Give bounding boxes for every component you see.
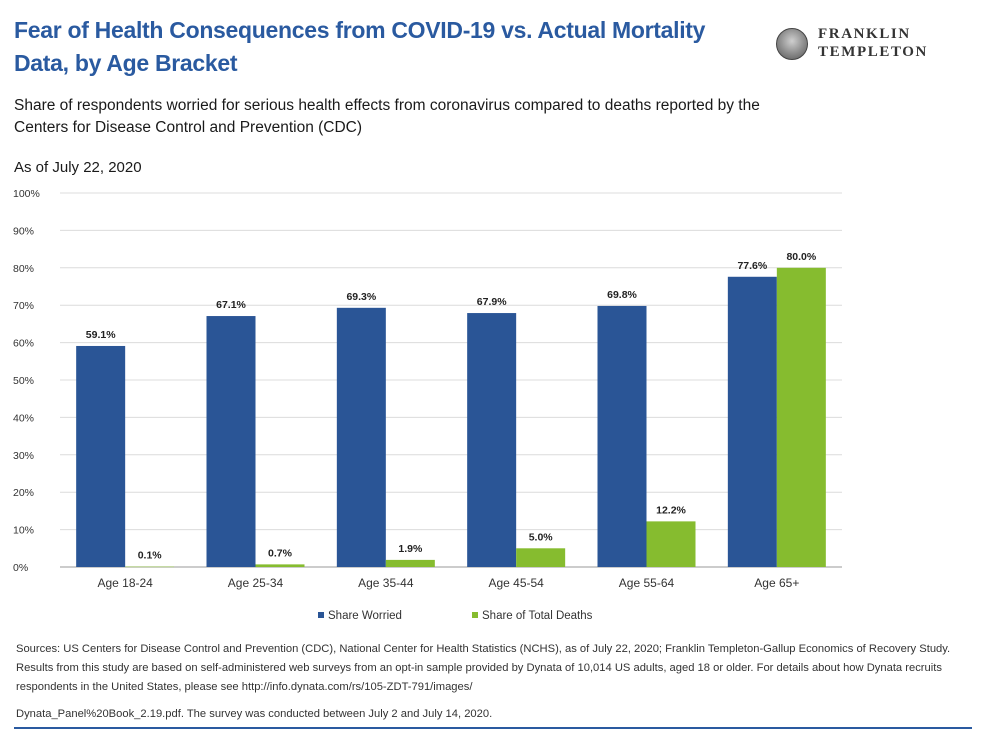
x-tick-label: Age 18-24 (97, 576, 153, 590)
data-label: 0.1% (138, 550, 163, 562)
data-label: 67.9% (477, 296, 507, 308)
bar-share-worried (76, 345, 126, 567)
y-tick-label: 100% (13, 188, 40, 200)
legend-label-share-of-total-deaths: Share of Total Deaths (482, 610, 593, 622)
data-label: 77.6% (737, 260, 767, 272)
data-label: 69.3% (346, 291, 376, 303)
y-tick-label: 50% (13, 375, 34, 387)
y-tick-label: 80% (13, 263, 34, 275)
data-label: 67.1% (216, 299, 246, 311)
legend-swatch-share-of-total-deaths (472, 611, 478, 618)
bar-share-of-total-deaths (516, 548, 566, 567)
data-label: 59.1% (86, 329, 116, 341)
data-label: 69.8% (607, 289, 637, 301)
bar-share-worried (467, 313, 517, 567)
logo-text-line2: TEMPLETON (818, 44, 928, 60)
data-label: 1.9% (398, 543, 423, 555)
x-tick-label: Age 45-54 (488, 576, 544, 590)
bar-share-of-total-deaths (646, 521, 696, 567)
bar-share-of-total-deaths (385, 559, 435, 567)
bar-share-of-total-deaths (776, 267, 826, 567)
legend-label-share-worried: Share Worried (328, 610, 402, 622)
footer-divider (14, 727, 972, 729)
bar-share-worried (336, 307, 386, 567)
data-label: 0.7% (268, 547, 293, 559)
y-tick-label: 30% (13, 450, 34, 462)
x-tick-label: Age 55-64 (619, 576, 675, 590)
data-label: 12.2% (656, 504, 686, 516)
franklin-templeton-logo: FRANKLIN TEMPLETON (776, 26, 966, 66)
y-tick-label: 0% (13, 562, 28, 574)
y-tick-label: 60% (13, 338, 34, 350)
chart-legend: Share Worried Share of Total Deaths (0, 610, 994, 626)
bar-share-worried (597, 305, 647, 567)
bar-share-of-total-deaths (255, 564, 305, 567)
legend-item-share-worried: Share Worried (318, 610, 402, 622)
bar-share-of-total-deaths (125, 566, 175, 568)
x-tick-label: Age 35-44 (358, 576, 414, 590)
y-tick-label: 70% (13, 300, 34, 312)
y-tick-label: 20% (13, 487, 34, 499)
bar-chart: 0% 10% 20% 30% 40% 50% 60% 70% 80% 90% 100% 59.1% 0.… (13, 188, 842, 590)
chart-subtitle: Share of respondents worried for serious… (14, 97, 760, 136)
bar-share-worried (727, 276, 777, 567)
as-of-date: As of July 22, 2020 (14, 159, 142, 176)
x-tick-label: Age 65+ (754, 576, 799, 590)
chart-title: Fear of Health Consequences from COVID-1… (14, 17, 706, 76)
y-tick-label: 10% (13, 525, 34, 537)
legend-item-share-of-total-deaths: Share of Total Deaths (472, 610, 592, 622)
y-tick-label: 90% (13, 225, 34, 237)
sources-text: Sources: US Centers for Disease Control … (16, 643, 951, 693)
sources-note: Sources: US Centers for Disease Control … (16, 640, 976, 724)
sources-text-continued: Dynata_Panel%20Book_2.19.pdf. The survey… (16, 708, 493, 720)
legend-swatch-share-worried (318, 611, 324, 618)
data-label: 5.0% (529, 531, 554, 543)
bar-share-worried (206, 316, 256, 567)
x-tick-label: Age 25-34 (228, 576, 284, 590)
y-tick-label: 40% (13, 412, 34, 424)
franklin-portrait-icon (776, 28, 808, 60)
logo-text-line1: FRANKLIN (818, 26, 911, 42)
data-label: 80.0% (786, 251, 816, 263)
